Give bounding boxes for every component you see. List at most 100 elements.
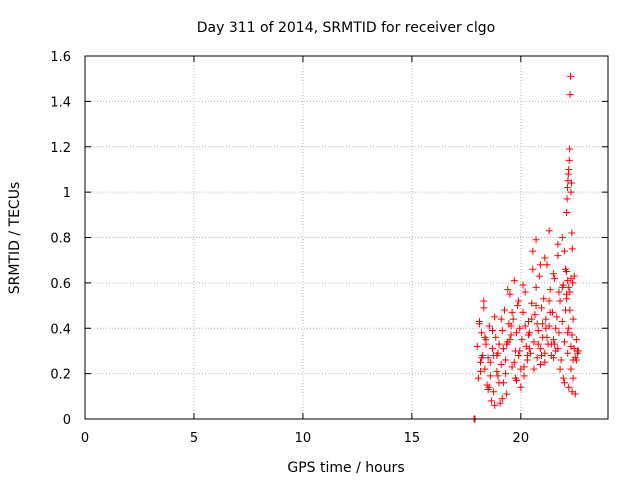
y-tick-label: 0.4	[50, 322, 71, 337]
data-point	[491, 401, 499, 409]
data-point	[563, 290, 571, 298]
data-point	[530, 365, 538, 373]
data-point	[573, 347, 581, 355]
data-point	[567, 72, 575, 80]
data-point	[517, 383, 525, 391]
data-point	[506, 290, 514, 298]
data-point	[507, 331, 515, 339]
data-point	[484, 354, 492, 362]
data-point	[477, 367, 485, 375]
data-point	[503, 390, 511, 398]
data-point	[566, 145, 574, 153]
data-point	[520, 372, 528, 380]
data-point	[493, 367, 501, 375]
data-point	[570, 272, 578, 280]
data-point	[486, 372, 494, 380]
data-point	[568, 388, 576, 396]
data-point	[536, 361, 544, 369]
data-point	[554, 252, 562, 260]
data-point	[550, 336, 558, 344]
data-point	[509, 315, 517, 323]
data-point	[511, 374, 519, 382]
data-point	[556, 297, 564, 305]
data-point	[532, 302, 540, 310]
data-point	[533, 354, 541, 362]
data-point	[555, 288, 563, 296]
data-point	[569, 279, 577, 287]
data-point	[515, 351, 523, 359]
data-point	[481, 333, 489, 341]
data-point	[494, 372, 502, 380]
data-point	[542, 315, 550, 323]
data-point	[491, 313, 499, 321]
data-point	[531, 311, 539, 319]
data-point	[528, 299, 536, 307]
data-point	[478, 329, 486, 337]
data-point	[565, 283, 573, 291]
data-point	[503, 340, 511, 348]
data-point	[560, 338, 568, 346]
data-point	[524, 331, 532, 339]
data-point	[572, 336, 580, 344]
data-point	[521, 288, 529, 296]
data-point	[563, 195, 571, 203]
y-tick-label: 1.4	[50, 95, 71, 110]
data-point	[534, 327, 542, 335]
data-point	[535, 272, 543, 280]
data-point	[546, 308, 554, 316]
y-tick-label: 0.2	[50, 368, 71, 383]
data-point	[567, 179, 575, 187]
data-point	[554, 240, 562, 248]
x-tick-label: 5	[190, 431, 198, 446]
data-point	[534, 340, 542, 348]
chart-title: Day 311 of 2014, SRMTID for receiver clg…	[197, 20, 495, 36]
data-point	[515, 297, 523, 305]
data-point	[558, 234, 566, 241]
data-point	[565, 156, 573, 164]
y-tick-label: 1.2	[50, 141, 71, 156]
data-point	[559, 374, 567, 382]
data-point	[565, 383, 573, 391]
x-axis-label: GPS time / hours	[287, 460, 404, 476]
data-point	[554, 345, 562, 353]
data-point	[569, 374, 577, 382]
data-point	[518, 336, 526, 344]
data-point	[563, 184, 571, 192]
data-point	[565, 165, 573, 173]
data-point	[487, 397, 495, 405]
data-point	[477, 358, 485, 366]
data-point	[567, 365, 575, 373]
data-point	[510, 277, 518, 285]
data-point	[474, 374, 482, 382]
data-point	[497, 361, 505, 369]
data-point	[545, 297, 553, 305]
data-point	[490, 351, 498, 359]
data-point	[560, 247, 568, 255]
data-point	[563, 209, 571, 217]
x-tick-labels: 0 5 10 15 20	[81, 431, 529, 446]
data-point	[495, 379, 503, 387]
data-point	[497, 315, 505, 323]
data-point	[568, 331, 576, 339]
x-tick-label: 10	[295, 431, 312, 446]
data-point	[512, 329, 520, 337]
data-point	[508, 308, 516, 316]
data-point	[545, 227, 553, 235]
data-point	[496, 399, 504, 407]
data-point	[529, 247, 537, 255]
data-point	[530, 338, 538, 346]
data-point	[507, 322, 515, 330]
data-point	[502, 370, 510, 378]
data-point	[550, 270, 558, 278]
data-point	[490, 388, 498, 396]
data-point	[526, 345, 534, 353]
data-point	[538, 304, 546, 312]
data-point	[551, 340, 559, 348]
data-point	[546, 286, 554, 294]
data-point	[567, 188, 575, 196]
data-point	[519, 281, 527, 289]
data-point	[564, 329, 572, 337]
axis-ticks	[84, 55, 608, 420]
x-tick-label: 20	[513, 431, 530, 446]
